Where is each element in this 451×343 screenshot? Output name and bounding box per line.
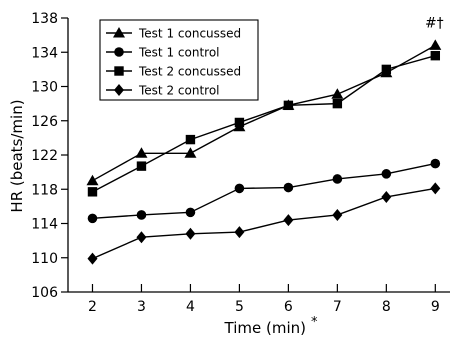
x-tick-label: 6 [284,299,293,315]
x-tick-label: 4 [186,299,195,315]
x-tick-label: 9 [431,299,440,315]
legend-item-test-2-control: Test 2 control [106,84,220,98]
data-point-test-2-concussed [430,50,441,61]
y-tick-label: 118 [31,182,58,198]
legend-marker [114,47,124,57]
data-point-test-1-concussed [86,174,99,186]
annotation-layer: #† [425,15,444,31]
data-point-test-2-concussed [185,134,196,145]
series-line-test-1-control [92,162,436,220]
legend-marker [114,84,124,96]
data-point-test-2-control [381,190,392,203]
data-point-test-1-concussed [184,147,197,158]
data-point-test-2-control [430,182,441,195]
x-tick-label: 2 [88,299,97,315]
y-axis-title: HR (beats/min) [8,99,26,212]
y-tick-label: 106 [31,285,58,301]
data-point-test-1-concussed [331,88,344,99]
legend-marker [113,27,125,38]
data-point-test-1-control [430,158,441,169]
data-point-test-2-control [87,252,98,265]
legend-label: Test 1 concussed [138,27,241,41]
data-point-test-1-control [87,213,98,224]
y-tick-label: 134 [31,45,58,61]
series-line-test-2-concussed [92,55,436,193]
data-point-test-2-control [332,208,343,221]
y-tick-label: 138 [31,11,58,27]
series-line-test-2-control [92,187,436,260]
data-point-test-1-control [332,174,343,184]
data-point-test-2-concussed [332,98,343,109]
legend-marker [114,66,124,76]
series-line-test-1-concussed [92,44,436,182]
data-point-test-2-control [136,231,147,244]
significance-annotation: #† [425,15,444,31]
data-point-test-1-control [136,210,147,220]
legend-item-test-1-control: Test 1 control [106,46,220,60]
data-point-test-1-control [283,182,294,193]
x-ticks: 2 3 4 5 6 7 8 9 [88,284,440,315]
y-ticks: 106 110 114 118 122 126 130 134 138 [31,11,68,301]
data-point-test-2-concussed [234,117,245,128]
data-point-test-2-control [283,214,294,227]
legend-label: Test 2 control [138,84,220,98]
x-tick-label: 5 [235,299,244,315]
legend-label: Test 2 concussed [138,65,241,79]
data-point-test-2-control [185,227,196,240]
series-layer [86,39,442,265]
y-tick-label: 122 [31,148,58,164]
data-point-test-2-concussed [136,161,147,171]
data-point-test-2-concussed [283,100,294,111]
data-point-test-1-control [381,169,392,179]
x-tick-label: 3 [137,299,146,315]
y-tick-label: 110 [31,251,58,267]
data-point-test-1-concussed [135,147,148,158]
legend-item-test-1-concussed: Test 1 concussed [106,27,241,41]
data-point-test-2-control [234,226,245,239]
legend: Test 1 concussed Test 1 control Test 2 con… [99,19,259,101]
data-point-test-1-control [185,207,196,218]
x-tick-label: 7 [333,299,342,315]
data-point-test-1-control [234,183,245,194]
legend-label: Test 1 control [138,46,220,60]
legend-item-test-2-concussed: Test 2 concussed [106,65,241,79]
data-point-test-2-concussed [381,64,392,75]
y-tick-label: 130 [31,80,58,96]
series-test-1-control [87,158,441,224]
data-point-test-1-concussed [429,39,442,50]
y-tick-label: 114 [31,217,58,233]
series-test-2-control [87,182,441,265]
series-test-2-concussed [87,50,441,197]
x-tick-label: 8 [382,299,391,315]
x-axis-title: Time (min) * [224,315,318,337]
y-tick-label: 126 [31,114,58,130]
data-point-test-2-concussed [87,187,98,197]
